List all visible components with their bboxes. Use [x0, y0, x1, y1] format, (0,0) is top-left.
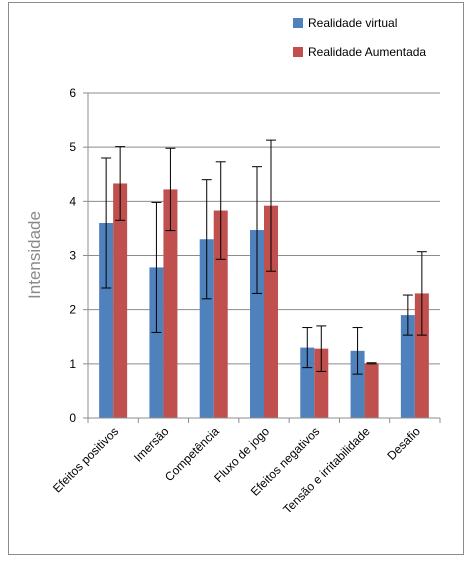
y-tick-label: 3: [69, 249, 76, 263]
bar-realidade-virtual: [99, 223, 114, 418]
y-axis-title: Intensidade: [25, 211, 44, 299]
bars: [99, 183, 429, 418]
bar-realidade-aumentada: [113, 183, 128, 418]
axes: [87, 93, 441, 423]
x-axis-category-labels: Efeitos positivos ImersãoCompetênciaFluxo…: [50, 424, 423, 517]
bar-realidade-virtual: [350, 350, 365, 418]
y-tick-label: 1: [69, 357, 76, 371]
bar-realidade-virtual: [250, 230, 264, 418]
bar-realidade-aumentada: [213, 210, 228, 418]
x-category-label: Desafio: [384, 424, 423, 463]
x-category-label: Efeitos positivos: [50, 424, 121, 495]
y-tick-label: 0: [69, 411, 76, 425]
bar-realidade-aumentada: [414, 293, 429, 418]
bar-realidade-aumentada: [163, 189, 178, 418]
y-tick-label: 2: [69, 303, 76, 317]
bar-realidade-virtual: [199, 239, 214, 418]
bar-realidade-aumentada: [314, 348, 329, 418]
y-tick-label: 5: [69, 140, 76, 154]
legend-label: Realidade virtual: [308, 16, 397, 30]
x-category-label: Imersão: [131, 424, 172, 465]
bar-realidade-virtual: [149, 267, 164, 418]
legend-swatch: [293, 47, 303, 57]
y-tick-label: 6: [69, 86, 76, 100]
bar-realidade-aumentada: [364, 363, 379, 418]
y-tick-label: 4: [69, 194, 76, 208]
legend-swatch: [293, 18, 303, 28]
bar-realidade-virtual: [400, 315, 415, 418]
y-axis-tick-labels: 0 1 2 3 4 5 6: [69, 86, 76, 425]
error-bars: [101, 139, 427, 375]
bar-realidade-aumentada: [264, 205, 278, 418]
bar-realidade-virtual: [300, 347, 315, 418]
legend-label: Realidade Aumentada: [308, 45, 426, 59]
legend: Realidade virtual Realidade Aumentada: [293, 16, 426, 59]
x-category-label: Tensão e irritabilidade: [280, 424, 373, 517]
chart-frame: [8, 2, 464, 555]
